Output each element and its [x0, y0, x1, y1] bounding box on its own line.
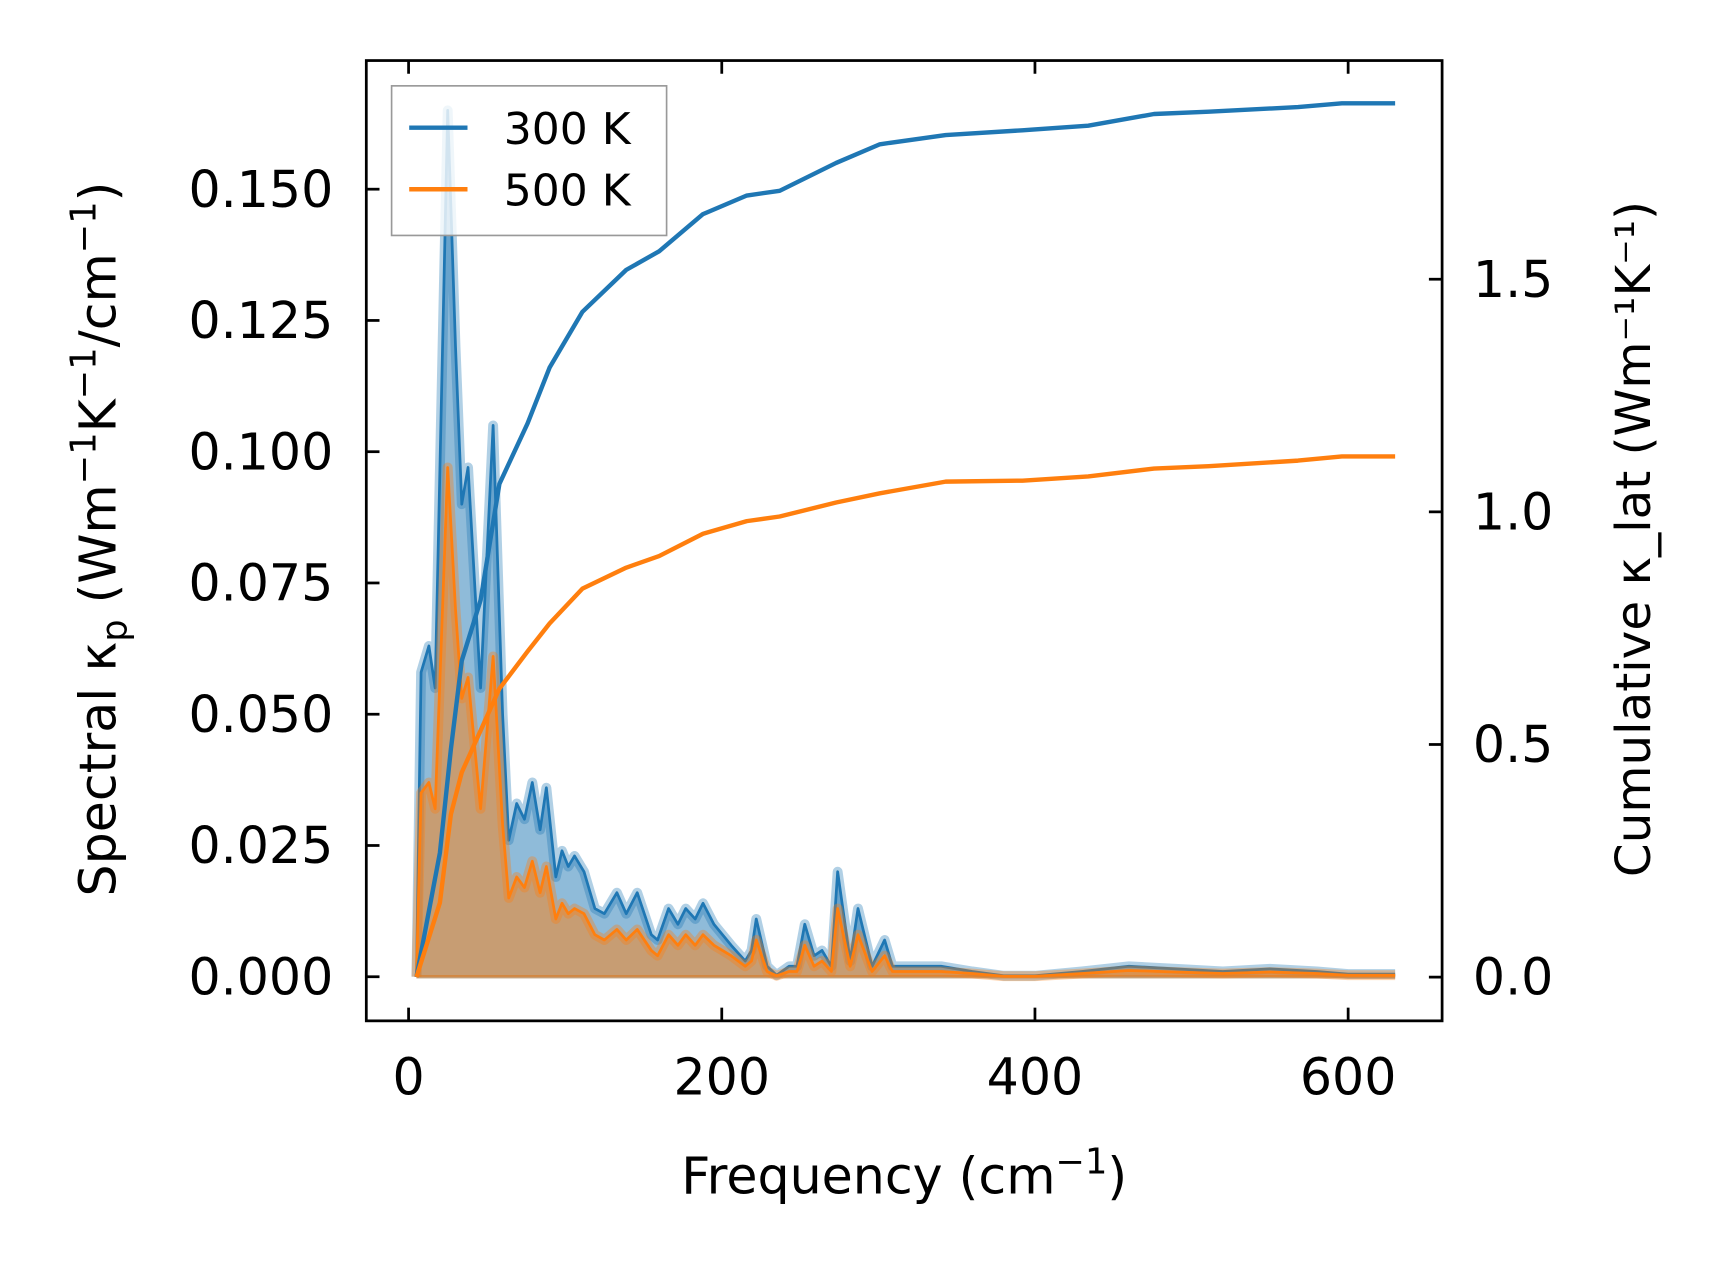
left-y-tick-label: 0.100: [188, 422, 333, 481]
plot-frame: [364, 59, 1444, 1023]
legend-label-500k: 500 K: [504, 166, 632, 217]
legend-label-300k: 300 K: [504, 104, 632, 155]
cumulative-lines: [414, 101, 1396, 978]
x-tick-label: 400: [987, 1048, 1084, 1107]
spectral-fill-500k: [416, 467, 1396, 977]
spectral-line-500k: [415, 466, 1396, 978]
right-y-axis-label: Cumulative κ_lat (Wm⁻¹K⁻¹): [1606, 201, 1662, 877]
cumulative-line-300k: [414, 101, 1396, 978]
left-y-tick-label: 0.125: [188, 291, 333, 350]
x-tick-label: 600: [1300, 1048, 1397, 1107]
right-y-tick-label: 1.0: [1473, 482, 1553, 541]
left-y-tick-label: 0.025: [188, 816, 333, 875]
right-y-tick-label: 1.5: [1473, 250, 1553, 309]
x-tick-label: 200: [673, 1048, 770, 1107]
spectral-line-300k: [415, 109, 1396, 978]
left-y-axis-label: Spectral κp (Wm−1K−1/cm−1): [64, 182, 136, 897]
legend-box: [390, 85, 668, 237]
x-tick-label: 0: [392, 1048, 424, 1107]
spectral-band-300k: [411, 105, 1396, 981]
legend: 300 K 500 K: [390, 85, 668, 237]
spectral-fills: [411, 105, 1396, 982]
axis-ticks: 0 200 400 600 0.000 0.025 0.050 0.075 0.100 0.125…: [188, 60, 1553, 1107]
spectral-band-500k: [411, 462, 1396, 982]
right-y-tick-label: 0.5: [1473, 715, 1553, 774]
left-y-tick-label: 0.075: [188, 554, 333, 613]
x-axis-label: Frequency (cm−1): [681, 1142, 1127, 1206]
cumulative-line-500k: [414, 454, 1396, 978]
left-y-tick-label: 0.000: [188, 947, 333, 1006]
left-y-tick-label: 0.150: [188, 160, 333, 219]
right-y-tick-label: 0.0: [1473, 948, 1553, 1007]
left-y-tick-label: 0.050: [188, 685, 333, 744]
